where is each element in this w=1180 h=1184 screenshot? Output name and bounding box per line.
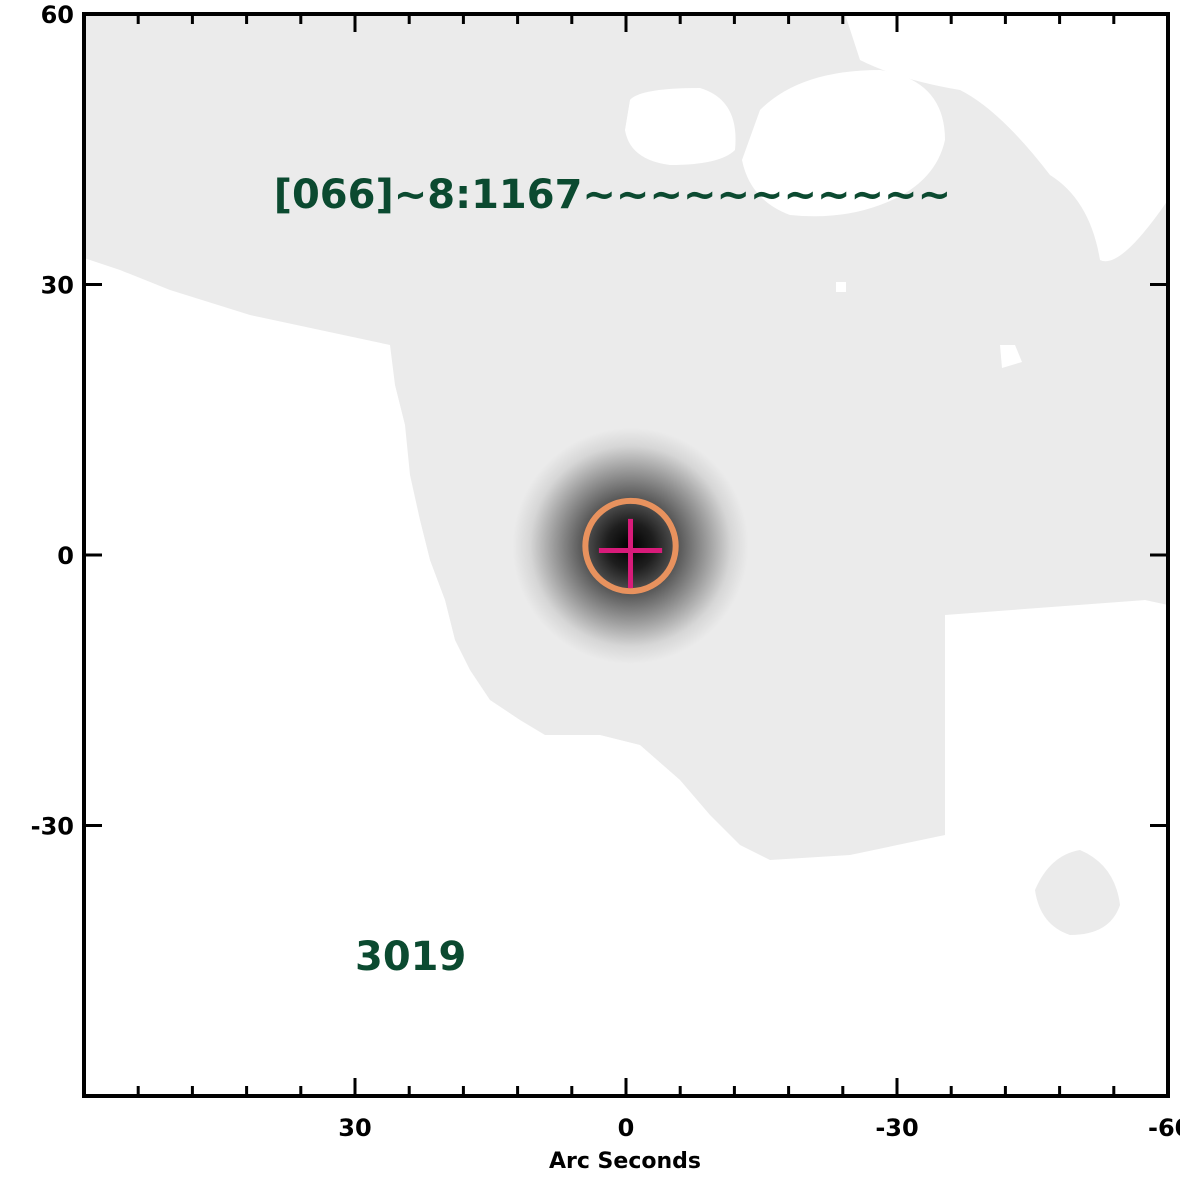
- background-hole: [742, 70, 945, 217]
- y-tick-label: 60: [41, 1, 74, 29]
- x-tick-label: 0: [618, 1114, 635, 1142]
- background-hole: [836, 282, 846, 292]
- axis-ticks: [84, 14, 1168, 1096]
- annotation-designation: [066]~8:1167~~~~~~~~~~~: [274, 172, 951, 218]
- annotation-id: 3019: [355, 934, 466, 980]
- x-tick-label: -30: [875, 1114, 918, 1142]
- y-tick-label: 30: [41, 272, 74, 300]
- y-tick-label: 0: [57, 542, 74, 570]
- background-hole: [1000, 345, 1022, 368]
- x-tick-label: 30: [338, 1114, 371, 1142]
- background-hole: [845, 14, 1168, 262]
- diffuse-emission-blob: [1035, 850, 1120, 935]
- y-tick-label: -30: [31, 813, 74, 841]
- x-axis-title: Arc Seconds: [549, 1149, 701, 1174]
- aperture-circle: [582, 497, 679, 595]
- x-tick-label: -60: [1148, 1114, 1180, 1142]
- background-hole: [625, 88, 736, 165]
- axis-tick-labels: 30 0 -30 -60 60 30 0 -30: [31, 1, 1180, 1142]
